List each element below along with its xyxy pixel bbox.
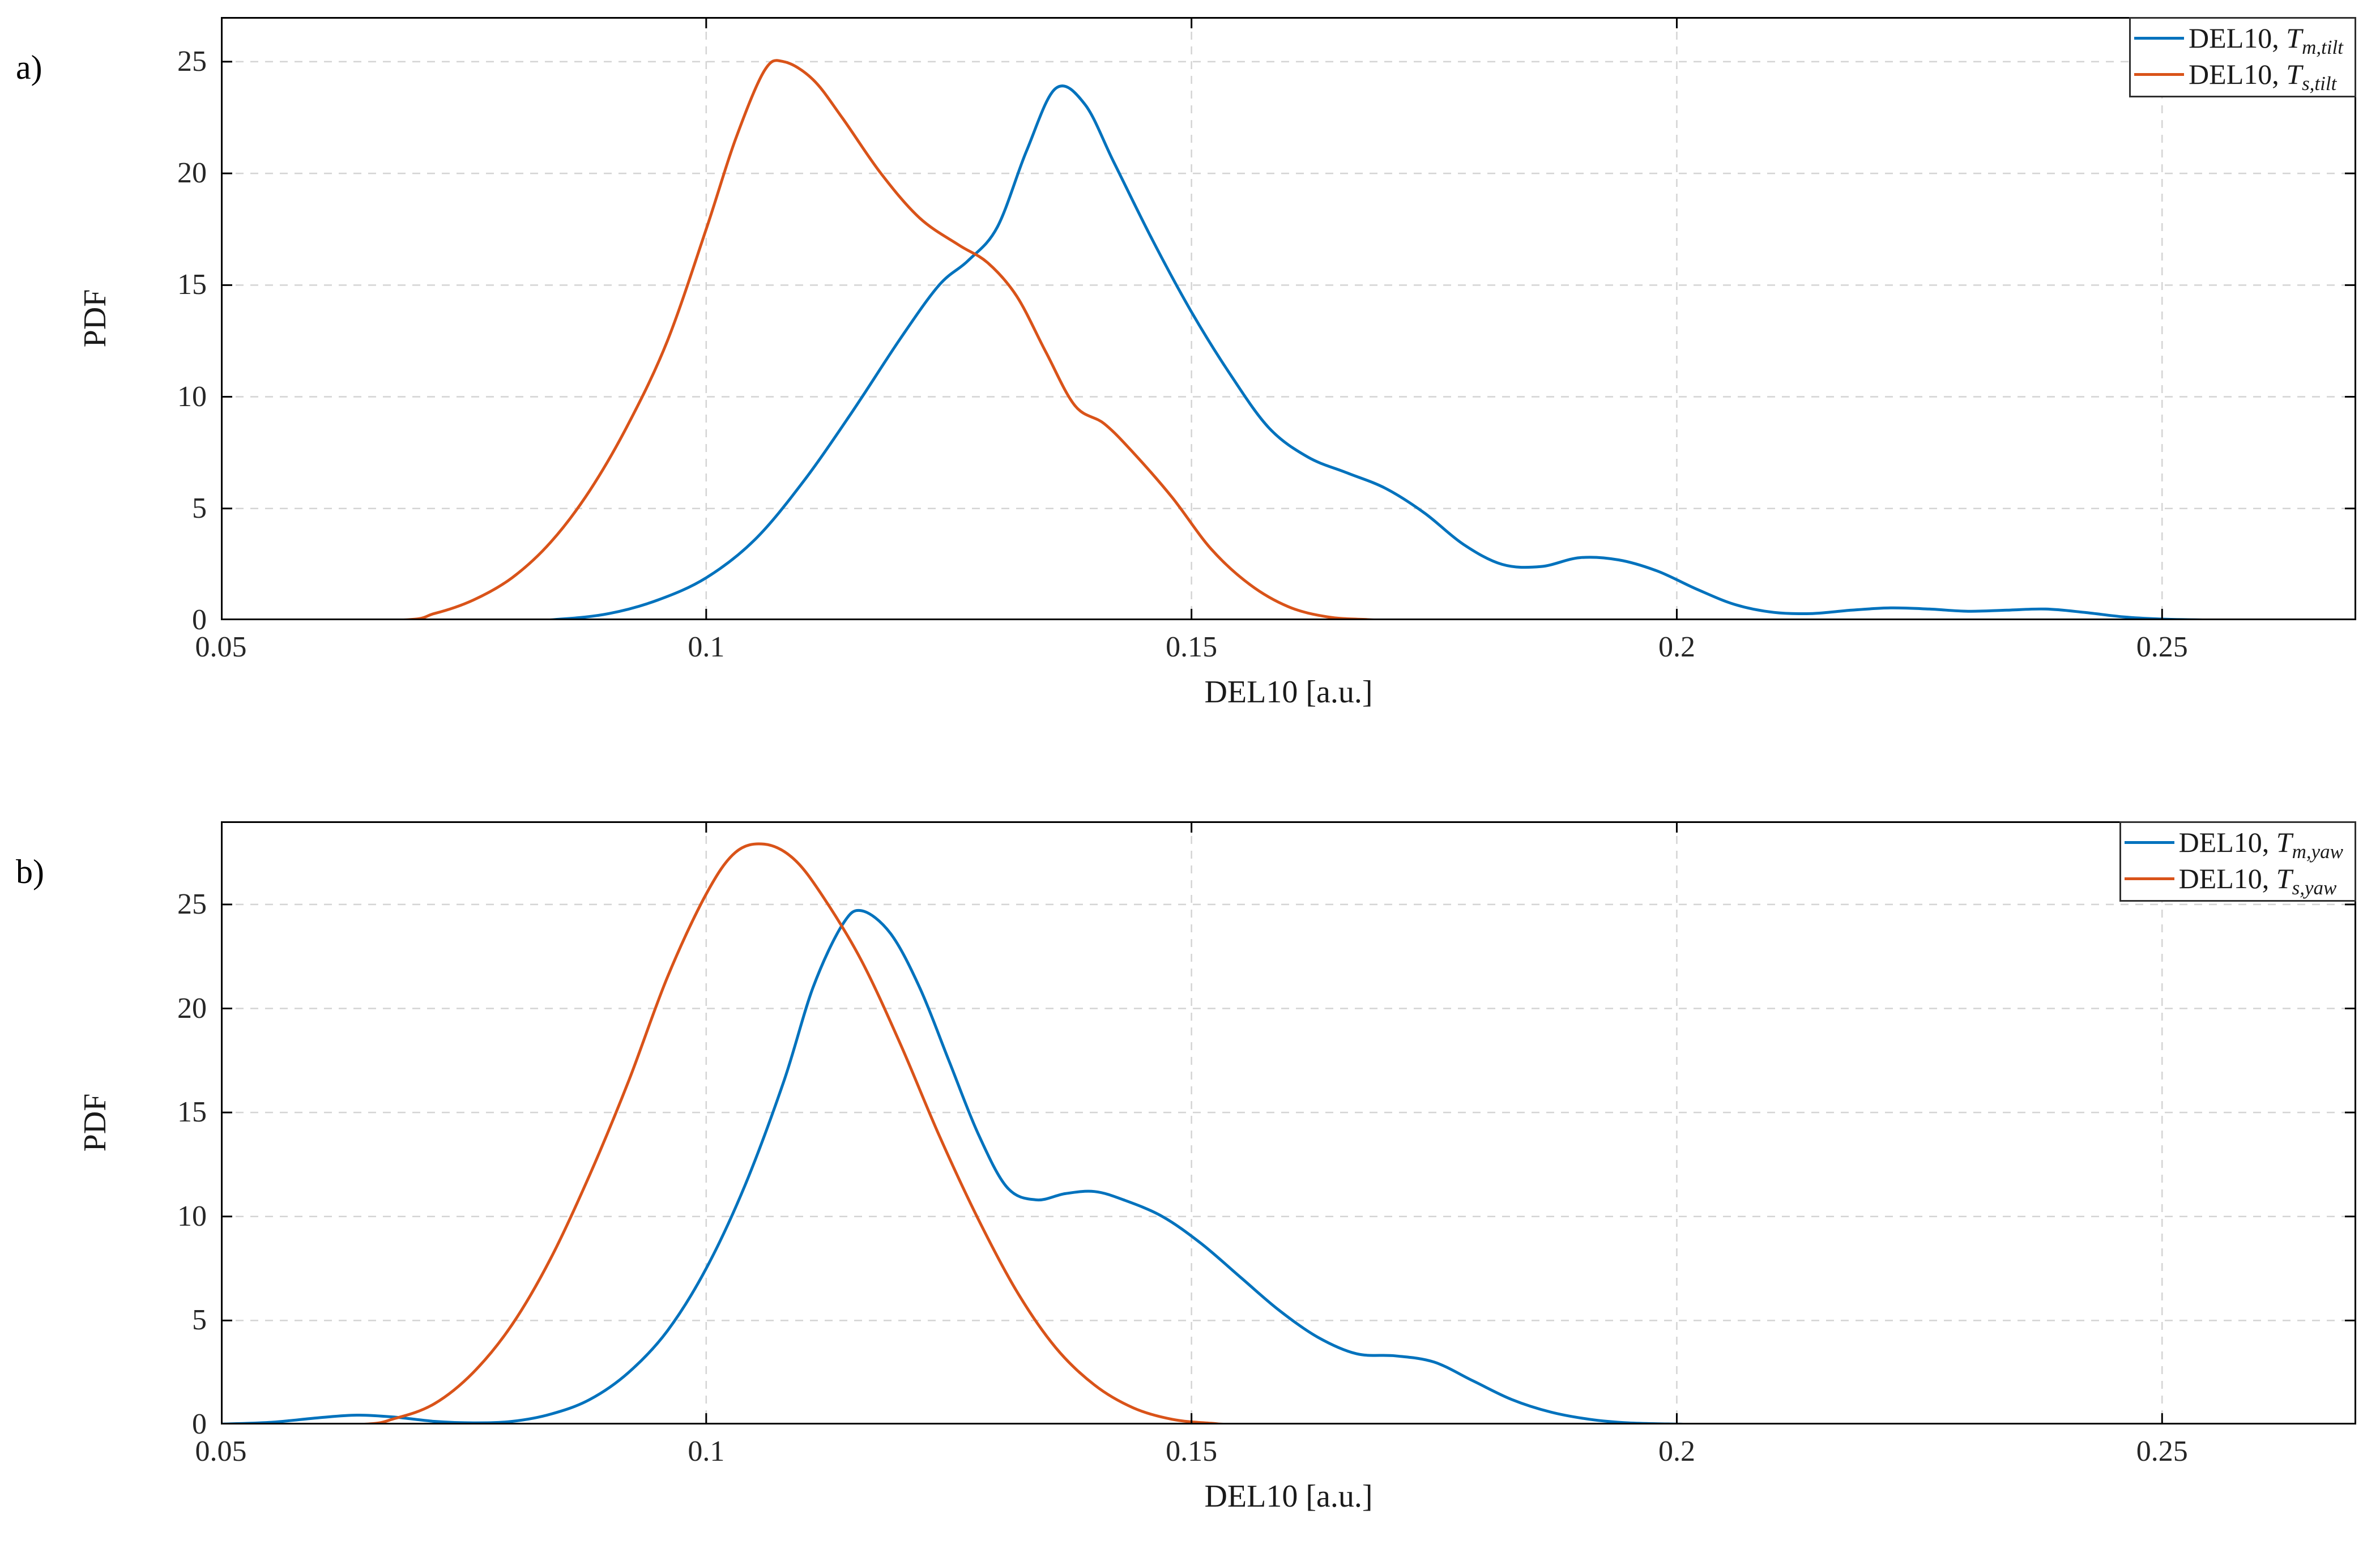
x-tick-label: 0.1 xyxy=(688,631,725,663)
series-line-s,yaw xyxy=(221,842,2356,1424)
legend-entry-label: DEL10, Tm,yaw xyxy=(2178,826,2343,863)
legend-b: DEL10, Tm,yaw DEL10, Ts,yaw xyxy=(2119,821,2356,902)
plot-panel-b: DEL10, Tm,yaw DEL10, Ts,yaw xyxy=(221,821,2356,1424)
y-tick-label: 5 xyxy=(192,492,207,524)
x-tick-label: 0.05 xyxy=(195,631,247,663)
legend-a: DEL10, Tm,tilt DEL10, Ts,tilt xyxy=(2129,17,2356,97)
x-tick-label: 0.15 xyxy=(1166,631,1218,663)
y-axis-label-a: PDF xyxy=(78,289,113,348)
chart-canvas-b xyxy=(221,821,2356,1424)
x-tick-label: 0.25 xyxy=(2136,631,2188,663)
legend-entry: DEL10, Ts,yaw xyxy=(2124,860,2343,899)
series-line-m,tilt xyxy=(221,84,2356,620)
y-tick-label: 0 xyxy=(192,1408,207,1440)
legend-line-swatch xyxy=(2134,72,2185,76)
panel-a-letter: a) xyxy=(16,49,42,86)
y-tick-label: 5 xyxy=(192,1304,207,1337)
y-tick-label: 10 xyxy=(177,380,207,413)
axes-box xyxy=(221,17,2356,620)
legend-entry: DEL10, Tm,yaw xyxy=(2124,824,2343,863)
legend-entry-label: DEL10, Ts,tilt xyxy=(2189,58,2337,95)
x-tick-label: 0.2 xyxy=(1658,1435,1695,1468)
legend-entry: DEL10, Ts,tilt xyxy=(2134,56,2343,95)
legend-entry: DEL10, Tm,tilt xyxy=(2134,20,2343,58)
y-axis-label-b: PDF xyxy=(78,1093,113,1152)
chart-canvas-a xyxy=(221,17,2356,620)
x-tick-label: 0.1 xyxy=(688,1435,725,1468)
x-axis-label-a: DEL10 [a.u.] xyxy=(1204,675,1373,710)
x-tick-label: 0.2 xyxy=(1658,631,1695,663)
plot-panel-a: DEL10, Tm,tilt DEL10, Ts,tilt xyxy=(221,17,2356,620)
axes-box xyxy=(221,821,2356,1424)
y-tick-label: 25 xyxy=(177,45,207,78)
x-tick-label: 0.05 xyxy=(195,1435,247,1468)
y-tick-label: 20 xyxy=(177,157,207,190)
y-tick-label: 15 xyxy=(177,268,207,301)
legend-line-swatch xyxy=(2134,36,2185,40)
y-tick-label: 20 xyxy=(177,992,207,1025)
y-tick-label: 15 xyxy=(177,1096,207,1129)
legend-entry-label: DEL10, Tm,tilt xyxy=(2189,22,2343,58)
legend-entry-label: DEL10, Ts,yaw xyxy=(2178,863,2337,899)
panel-b-letter: b) xyxy=(16,853,44,890)
legend-line-swatch xyxy=(2124,841,2174,844)
x-tick-label: 0.15 xyxy=(1166,1435,1218,1468)
legend-line-swatch xyxy=(2124,877,2174,880)
x-axis-label-b: DEL10 [a.u.] xyxy=(1204,1479,1373,1514)
y-tick-label: 25 xyxy=(177,888,207,920)
series-line-m,yaw xyxy=(221,909,2356,1424)
y-tick-label: 0 xyxy=(192,604,207,636)
x-tick-label: 0.25 xyxy=(2136,1435,2188,1468)
series-line-s,tilt xyxy=(221,59,2356,620)
y-tick-label: 10 xyxy=(177,1200,207,1232)
